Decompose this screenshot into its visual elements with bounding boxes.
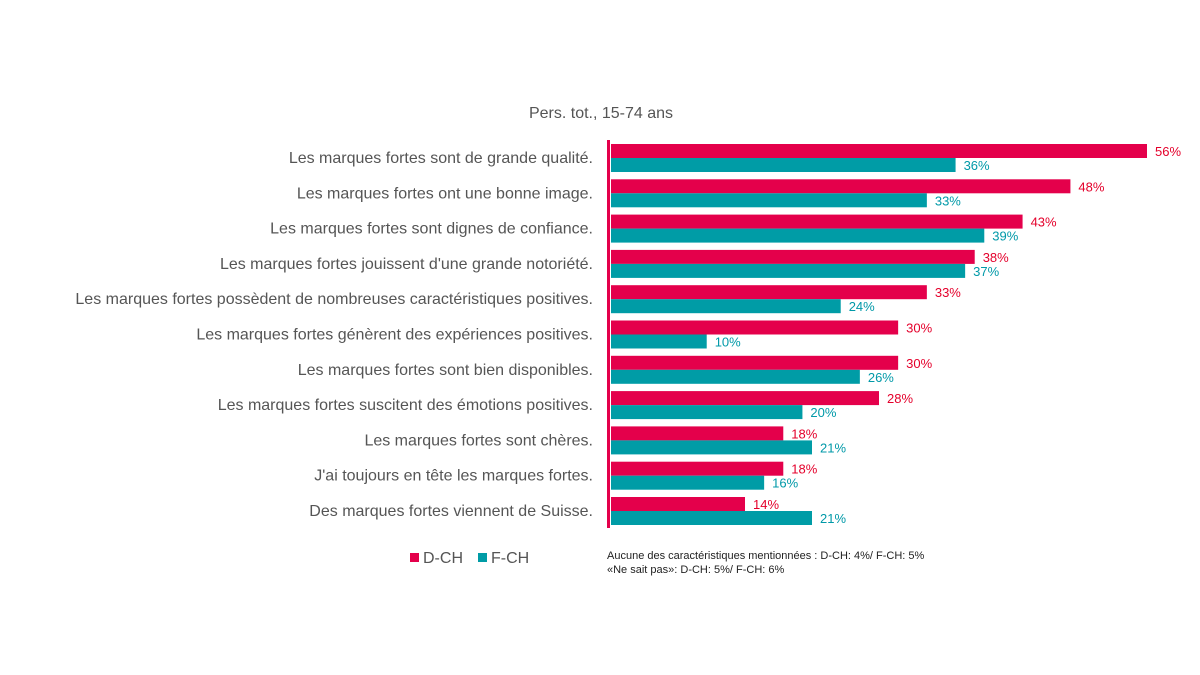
data-label-f-ch: 26% <box>868 370 894 385</box>
bar-f-ch <box>611 511 812 525</box>
data-label-d-ch: 33% <box>935 285 961 300</box>
data-label-d-ch: 30% <box>906 321 932 336</box>
data-label-f-ch: 37% <box>973 264 999 279</box>
legend-label-f-ch: F-CH <box>491 550 529 567</box>
bar-f-ch <box>611 228 985 243</box>
bar-d-ch <box>611 355 899 370</box>
footnote-none-mentioned: Aucune des caractéristiques mentionnées … <box>607 550 925 562</box>
category-label: Les marques fortes sont dignes de confia… <box>270 221 593 238</box>
bar-d-ch <box>611 214 1023 229</box>
data-label-d-ch: 48% <box>1078 179 1104 194</box>
y-axis-line <box>607 140 610 528</box>
data-label-f-ch: 39% <box>992 229 1018 244</box>
data-label-d-ch: 56% <box>1155 144 1181 159</box>
data-label-f-ch: 21% <box>820 511 846 526</box>
category-label: Les marques fortes jouissent d'une grand… <box>220 256 593 273</box>
bar-d-ch <box>611 249 975 264</box>
category-label: J'ai toujours en tête les marques fortes… <box>314 468 593 485</box>
footnote-dont-know: «Ne sait pas»: D-CH: 5%/ F-CH: 6% <box>607 564 784 576</box>
category-label: Les marques fortes ont une bonne image. <box>297 185 593 202</box>
category-label: Les marques fortes possèdent de nombreus… <box>75 291 593 308</box>
bar-d-ch <box>611 461 784 476</box>
bar-f-ch <box>611 193 927 208</box>
bar-d-ch <box>611 285 927 300</box>
bar-d-ch <box>611 179 1071 194</box>
bar-f-ch <box>611 158 956 172</box>
data-label-f-ch: 20% <box>810 405 836 420</box>
data-label-f-ch: 24% <box>849 299 875 314</box>
bar-d-ch <box>611 426 784 441</box>
data-label-d-ch: 28% <box>887 391 913 406</box>
data-label-d-ch: 30% <box>906 356 932 371</box>
footnotes: Aucune des caractéristiques mentionnées … <box>607 550 925 576</box>
category-label: Les marques fortes sont de grande qualit… <box>289 150 593 167</box>
bar-d-ch <box>611 391 879 406</box>
data-label-d-ch: 14% <box>753 497 779 512</box>
bar-f-ch <box>611 475 765 490</box>
bar-f-ch <box>611 405 803 420</box>
bar-f-ch <box>611 299 841 314</box>
legend-swatch-d-ch <box>410 553 419 562</box>
legend-label-d-ch: D-CH <box>423 550 463 567</box>
data-label-d-ch: 18% <box>791 462 817 477</box>
bar-d-ch <box>611 144 1147 158</box>
data-label-f-ch: 33% <box>935 193 961 208</box>
data-label-d-ch: 38% <box>983 250 1009 265</box>
data-label-d-ch: 18% <box>791 426 817 441</box>
bar-f-ch <box>611 369 860 384</box>
bar-f-ch <box>611 440 812 455</box>
legend-swatch-f-ch <box>478 553 487 562</box>
bar-d-ch <box>611 320 899 335</box>
data-label-d-ch: 43% <box>1031 215 1057 230</box>
category-label: Les marques fortes suscitent des émotion… <box>218 397 593 414</box>
category-label: Les marques fortes sont bien disponibles… <box>298 362 593 379</box>
category-label: Les marques fortes sont chères. <box>364 432 593 449</box>
bar-f-ch <box>611 334 707 349</box>
data-label-f-ch: 10% <box>715 335 741 350</box>
category-label: Les marques fortes génèrent des expérien… <box>196 327 593 344</box>
data-label-f-ch: 21% <box>820 440 846 455</box>
legend: D-CH F-CH <box>410 550 529 567</box>
data-label-f-ch: 16% <box>772 476 798 491</box>
category-label: Des marques fortes viennent de Suisse. <box>309 503 593 520</box>
data-label-f-ch: 36% <box>964 158 990 173</box>
bar-f-ch <box>611 263 966 278</box>
bar-d-ch <box>611 497 745 511</box>
chart-subtitle: Pers. tot., 15-74 ans <box>529 105 673 122</box>
